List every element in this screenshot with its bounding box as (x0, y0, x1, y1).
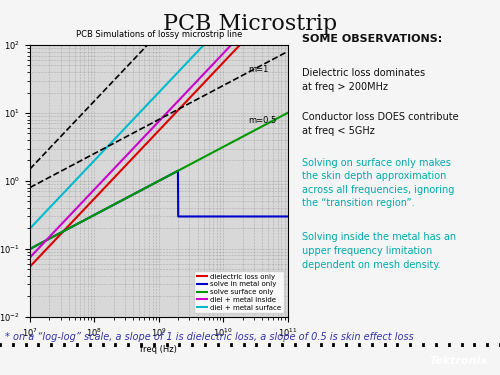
Text: Solving on surface only makes
the skin depth approximation
across all frequencie: Solving on surface only makes the skin d… (302, 158, 455, 208)
Text: PCB Microstrip: PCB Microstrip (163, 13, 337, 35)
Text: m=0.5: m=0.5 (248, 117, 277, 126)
Text: * on a “log-log” scale, a slope of 1 is dielectric loss, a slope of 0.5 is skin : * on a “log-log” scale, a slope of 1 is … (5, 332, 414, 342)
Text: Solving inside the metal has an
upper frequency limitation
dependent on mesh den: Solving inside the metal has an upper fr… (302, 232, 456, 270)
Text: Tektronix: Tektronix (429, 356, 488, 366)
X-axis label: freq (Hz): freq (Hz) (140, 345, 177, 354)
Text: m=1: m=1 (248, 65, 269, 74)
Text: Conductor loss DOES contribute
at freq < 5GHz: Conductor loss DOES contribute at freq <… (302, 112, 459, 136)
Text: SOME OBSERVATIONS:: SOME OBSERVATIONS: (302, 34, 443, 44)
Legend: dielectric loss only, solve in metal only, solve surface only, diel + metal insi: dielectric loss only, solve in metal onl… (194, 271, 284, 314)
Title: PCB Simulations of lossy microstrip line: PCB Simulations of lossy microstrip line (76, 30, 242, 39)
Text: Dielectric loss dominates
at freq > 200MHz: Dielectric loss dominates at freq > 200M… (302, 68, 426, 92)
